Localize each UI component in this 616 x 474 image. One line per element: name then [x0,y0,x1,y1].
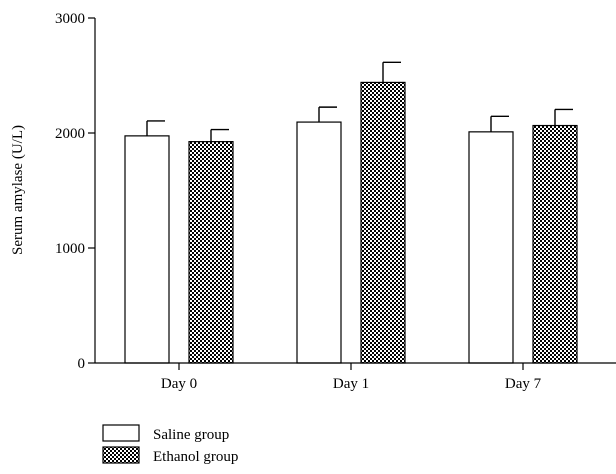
y-tick-label: 2000 [55,126,85,142]
bars [124,81,578,364]
y-tick-label: 1000 [55,241,85,257]
x-axis-ticks: Day 0 Day 1 Day 7 [161,363,542,392]
legend: Saline group Ethanol group [102,424,238,465]
y-tick-label: 3000 [55,11,85,27]
y-axis-label: Serum amylase (U/L) [10,125,26,255]
legend-label-saline: Saline group [153,427,229,443]
bar-ethanol-day-1 [360,81,406,364]
bar-saline-day-0 [124,135,170,364]
x-tick-label: Day 1 [333,376,369,392]
bar-saline-day-1 [296,121,342,364]
bar-saline-day-7 [468,131,514,364]
bar-ethanol-day-7 [532,124,578,364]
bar-ethanol-day-0 [188,141,234,364]
x-tick-label: Day 0 [161,376,197,392]
error-bars [146,61,573,142]
x-tick-label: Day 7 [505,376,542,392]
legend-label-ethanol: Ethanol group [153,449,238,465]
y-axis-ticks: 0 1000 2000 3000 [55,11,95,372]
y-tick-label: 0 [78,356,86,372]
legend-swatch-ethanol [102,446,140,464]
legend-swatch-saline [102,424,140,442]
